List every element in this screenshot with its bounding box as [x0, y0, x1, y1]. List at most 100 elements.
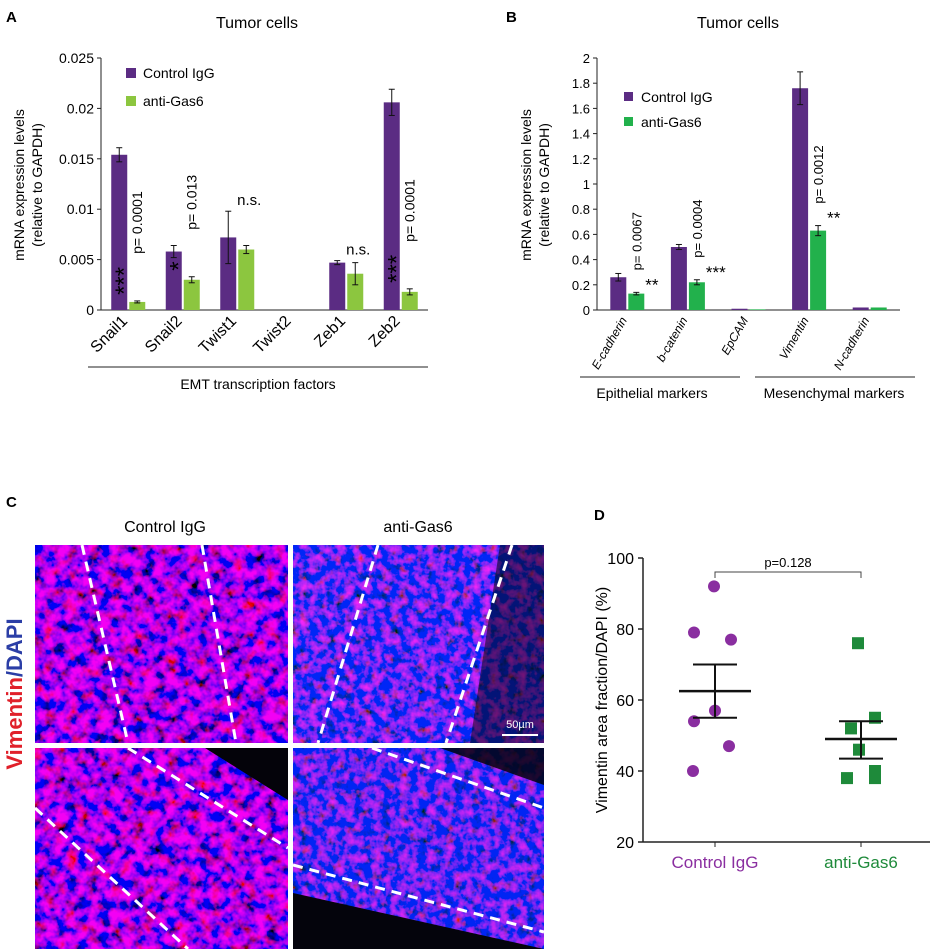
panel-a-bracket-label: EMT transcription factors [180, 376, 335, 392]
y-tick-label: 1 [583, 177, 590, 192]
category-label: Snail1 [88, 313, 132, 357]
category-label: Zeb1 [311, 313, 349, 351]
y-tick-label: 60 [616, 693, 634, 710]
bar-anti [688, 282, 705, 310]
y-tick-label: 1.8 [572, 76, 590, 91]
significance-stars: ** [645, 275, 659, 294]
legend-b-label-control: Control IgG [641, 89, 713, 105]
data-point-control [688, 626, 700, 639]
legend-label-control: Control IgG [143, 65, 215, 81]
legend-swatch-anti [126, 96, 136, 106]
category-label: Snail2 [142, 313, 186, 357]
panel-letter-a: A [6, 9, 17, 26]
panel-b-ylabel-line1: mRNA expression levels [518, 109, 534, 261]
bar-control [220, 237, 237, 310]
category-label: b-catenin [654, 314, 691, 364]
y-tick-label: 0 [583, 303, 590, 318]
y-tick-label: 0.8 [572, 202, 590, 217]
bar-control [670, 247, 687, 310]
y-tick-label: 20 [616, 835, 634, 852]
scale-bar-label: 50µm [506, 719, 534, 731]
data-point-anti [845, 722, 857, 735]
data-point-control [725, 633, 737, 646]
dashed-boundary [127, 746, 289, 850]
bar-control [329, 262, 346, 310]
category-label: Zeb2 [366, 313, 404, 351]
panel-letter-b: B [506, 9, 517, 26]
y-tick-label: 0.6 [572, 227, 590, 242]
y-tick-label: 0 [86, 302, 94, 318]
bar-anti [401, 291, 418, 310]
panel-b-group1-label: Epithelial markers [596, 385, 707, 401]
panel-a-axes: 0 0.005 0.01 0.015 0.02 0.025 [59, 50, 428, 318]
p-value-label: p= 0.0001 [402, 179, 418, 242]
bar-anti [810, 230, 827, 310]
bar-anti [749, 309, 766, 310]
data-point-control [687, 765, 699, 777]
bar-anti [183, 279, 200, 310]
p-value-label: p= 0.0067 [629, 212, 644, 270]
side-label-dapi: /DAPI [2, 618, 27, 677]
bar-control [111, 154, 128, 310]
data-point-control [708, 580, 720, 593]
significance-ns: n.s. [237, 192, 261, 209]
dashed-boundary [33, 806, 190, 951]
legend-b-label-anti: anti-Gas6 [641, 114, 702, 130]
side-label-vimentin: Vimentin [2, 677, 27, 770]
panel-a-ylabel-line1: mRNA expression levels [11, 109, 27, 261]
y-tick-label: 80 [616, 622, 634, 639]
data-point-anti [853, 743, 865, 756]
panel-c-col2-label: anti-Gas6 [383, 519, 452, 536]
p-value-label: p= 0.0004 [690, 200, 705, 258]
bar-control [610, 277, 627, 310]
dashed-boundary [316, 544, 380, 744]
bar-anti [129, 301, 146, 310]
significance-stars: *** [111, 267, 138, 295]
panel-b-axes: 0 0.2 0.4 0.6 0.8 1 1.2 1.4 1.6 1.8 2 [572, 51, 900, 318]
significance-stars: * [166, 261, 193, 270]
micrograph-control-bottom [33, 746, 289, 951]
significance-stars: ** [827, 209, 841, 228]
panel-d-ylabel: Vimentin area fraction/DAPI (%) [594, 587, 611, 813]
dashed-boundary [292, 863, 545, 934]
panel-b-group2-label: Mesenchymal markers [764, 385, 905, 401]
data-point-anti [852, 637, 864, 650]
panel-a: A Tumor cells mRNA expression levels (re… [6, 9, 428, 392]
panel-b: B Tumor cells mRNA expression levels (re… [506, 9, 915, 401]
bar-control [165, 251, 182, 310]
category-label: N-cadherin [831, 314, 873, 372]
y-tick-label: 100 [607, 551, 634, 568]
panel-d-points [679, 580, 897, 785]
y-tick-label: 0.025 [59, 50, 94, 66]
y-tick-label: 40 [616, 764, 634, 781]
panel-d-axes: 20 40 60 80 100 Control IgG anti-Gas6 [607, 551, 930, 872]
panel-b-title: Tumor cells [697, 15, 779, 32]
bar-anti [347, 273, 364, 310]
panel-b-legend: Control IgG anti-Gas6 [624, 89, 713, 130]
y-tick-label: 0.005 [59, 252, 94, 268]
micrograph-anti-top: 50µm [293, 544, 544, 744]
y-tick-label: 0.01 [67, 201, 94, 217]
dashed-boundary [444, 544, 514, 744]
panel-a-legend: Control IgG anti-Gas6 [126, 65, 215, 109]
bar-anti [870, 307, 887, 310]
y-tick-label: 0.4 [572, 253, 590, 268]
category-label: Vimentin [776, 314, 812, 362]
x-category-label: Control IgG [672, 853, 759, 872]
panel-letter-c: C [6, 494, 17, 511]
data-point-anti [841, 772, 853, 785]
bar-anti [628, 293, 645, 310]
y-tick-label: 1.4 [572, 127, 590, 142]
bar-anti [238, 249, 255, 310]
panel-d-significance: p=0.128 [714, 555, 862, 578]
significance-stars: *** [384, 255, 411, 283]
category-label: Twist2 [250, 313, 294, 357]
y-tick-label: 1.6 [572, 101, 590, 116]
data-point-anti [869, 772, 881, 785]
panel-d-pvalue: p=0.128 [764, 555, 811, 570]
y-tick-label: 2 [583, 51, 590, 66]
panel-c-col1-label: Control IgG [124, 519, 206, 536]
